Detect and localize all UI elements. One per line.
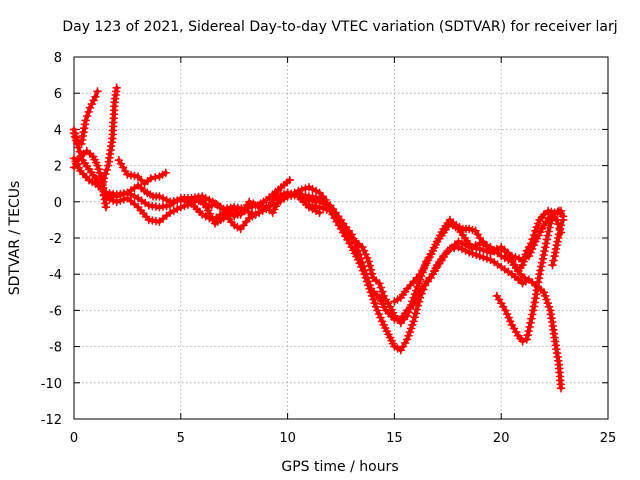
y-tick-label: 8 <box>54 51 62 66</box>
y-tick-label: -2 <box>49 232 62 247</box>
series-track-13 <box>492 206 568 346</box>
x-tick-label: 20 <box>493 431 510 446</box>
x-tick-label: 25 <box>600 431 617 446</box>
y-tick-label: 2 <box>54 160 62 175</box>
series-markers <box>390 215 529 306</box>
series-track-6 <box>114 155 171 188</box>
series-track-14 <box>548 215 568 270</box>
axis-ticks <box>73 56 609 420</box>
series-markers <box>492 206 568 346</box>
x-tick-labels: 0 5 10 15 20 25 <box>70 431 616 446</box>
series-track-8 <box>193 175 294 228</box>
x-tick-label: 10 <box>279 431 296 446</box>
y-tick-label: 6 <box>54 87 62 102</box>
chart-title: Day 123 of 2021, Sidereal Day-to-day VTE… <box>62 19 617 35</box>
data-series <box>69 83 568 393</box>
y-tick-label: -12 <box>41 413 62 428</box>
y-tick-label: 4 <box>54 123 62 138</box>
y-tick-labels: -12 -10 -8 -6 -4 -2 0 2 4 6 8 <box>41 51 62 428</box>
y-tick-label: -10 <box>41 377 62 392</box>
series-markers <box>548 215 568 270</box>
x-tick-label: 15 <box>386 431 403 446</box>
series-markers <box>114 155 171 188</box>
series-markers <box>99 183 331 221</box>
y-tick-label: -6 <box>49 304 62 319</box>
grid-lines <box>74 57 608 419</box>
y-tick-label: 0 <box>54 196 62 211</box>
series-track-12 <box>390 215 529 306</box>
series-markers <box>193 175 294 228</box>
x-tick-label: 5 <box>177 431 185 446</box>
y-tick-label: -8 <box>49 341 62 356</box>
x-tick-label: 0 <box>70 431 78 446</box>
y-tick-label: -4 <box>49 268 62 283</box>
y-axis-label: SDTVAR / TECUs <box>7 181 23 296</box>
x-axis-label: GPS time / hours <box>281 459 398 475</box>
